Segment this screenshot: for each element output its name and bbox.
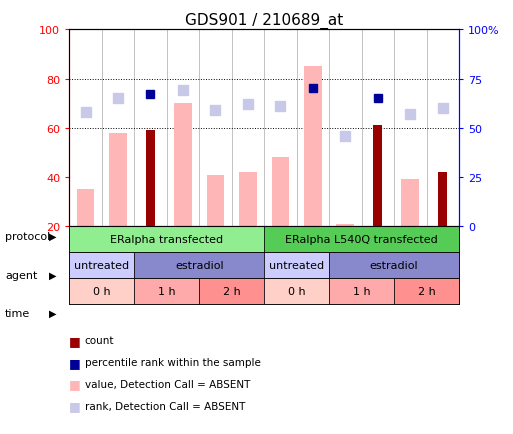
- Text: 2 h: 2 h: [223, 286, 241, 296]
- Bar: [264, 278, 329, 304]
- Text: time: time: [5, 309, 30, 318]
- Text: ■: ■: [69, 356, 81, 369]
- Text: ■: ■: [69, 399, 81, 412]
- Bar: [264, 227, 459, 253]
- Bar: [199, 278, 264, 304]
- Bar: [239, 173, 257, 227]
- Text: rank, Detection Call = ABSENT: rank, Detection Call = ABSENT: [85, 401, 245, 411]
- Bar: [337, 224, 354, 227]
- Bar: [69, 227, 264, 253]
- Text: estradiol: estradiol: [370, 260, 419, 270]
- Bar: [329, 278, 394, 304]
- Text: ▶: ▶: [49, 232, 56, 241]
- Bar: [134, 278, 199, 304]
- Text: untreated: untreated: [269, 260, 324, 270]
- Bar: [402, 180, 419, 227]
- Text: agent: agent: [5, 271, 37, 280]
- Bar: [146, 131, 155, 227]
- Title: GDS901 / 210689_at: GDS901 / 210689_at: [185, 13, 343, 29]
- Bar: [373, 126, 383, 227]
- Text: estradiol: estradiol: [175, 260, 224, 270]
- Text: untreated: untreated: [74, 260, 129, 270]
- Text: ▶: ▶: [49, 271, 56, 280]
- Bar: [207, 175, 224, 227]
- Text: ERalpha L540Q transfected: ERalpha L540Q transfected: [285, 234, 438, 244]
- Text: 1 h: 1 h: [353, 286, 370, 296]
- Bar: [394, 278, 459, 304]
- Text: 0 h: 0 h: [288, 286, 306, 296]
- Text: ▶: ▶: [49, 309, 56, 318]
- Bar: [76, 190, 94, 227]
- Text: protocol: protocol: [5, 232, 50, 241]
- Bar: [109, 133, 127, 227]
- Text: ■: ■: [69, 378, 81, 391]
- Bar: [329, 253, 459, 278]
- Bar: [271, 158, 289, 227]
- Bar: [304, 67, 322, 227]
- Text: count: count: [85, 336, 114, 345]
- Text: ERalpha transfected: ERalpha transfected: [110, 234, 223, 244]
- Bar: [134, 253, 264, 278]
- Bar: [264, 253, 329, 278]
- Text: 2 h: 2 h: [418, 286, 436, 296]
- Bar: [174, 104, 192, 227]
- Bar: [69, 253, 134, 278]
- Text: percentile rank within the sample: percentile rank within the sample: [85, 358, 261, 367]
- Bar: [69, 278, 134, 304]
- Text: ■: ■: [69, 334, 81, 347]
- Bar: [438, 173, 447, 227]
- Text: 1 h: 1 h: [158, 286, 175, 296]
- Text: value, Detection Call = ABSENT: value, Detection Call = ABSENT: [85, 379, 250, 389]
- Text: 0 h: 0 h: [93, 286, 111, 296]
